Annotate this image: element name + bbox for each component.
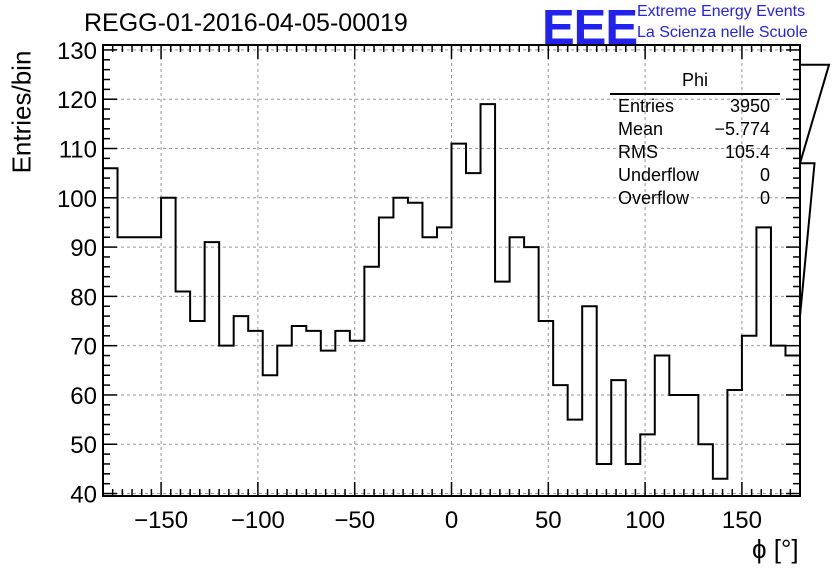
histogram-bin: [785, 356, 800, 496]
x-tick-label: −150: [134, 507, 188, 534]
x-tick-label: 150: [722, 507, 762, 534]
histogram-bin: [452, 144, 467, 496]
y-tick-label: 60: [70, 383, 97, 410]
stats-row-overflow: Overflow 0: [612, 187, 780, 210]
histogram-bin: [524, 247, 539, 496]
histogram-bin: [132, 237, 147, 496]
histogram-bin: [655, 356, 670, 496]
histogram-bin: [495, 282, 510, 496]
histogram-bin: [335, 331, 350, 496]
histogram-bin: [568, 420, 583, 496]
histogram-bin: [176, 291, 191, 496]
y-tick-label: 50: [70, 432, 97, 459]
stats-label: Mean: [618, 119, 664, 139]
x-tick-label: −50: [334, 507, 375, 534]
x-axis-label: ϕ [°]: [752, 534, 799, 564]
histogram-bin: [321, 351, 336, 496]
histogram-bin: [263, 375, 278, 496]
y-axis-label: Entries/bin: [6, 50, 37, 174]
x-tick-label: 50: [535, 507, 562, 534]
histogram-bin: [582, 306, 597, 496]
stats-value: 0: [759, 188, 770, 208]
histogram-bin: [669, 395, 684, 496]
histogram-bin: [684, 395, 699, 496]
tick-label-layer: −150 −100 −50 0 50 100 150 40 50 60 70 80 90 100 110 12…: [57, 38, 762, 534]
y-tick-label: 130: [57, 38, 97, 65]
histogram-bin: [205, 242, 220, 496]
histogram-bin: [118, 237, 133, 496]
histogram-bin: [727, 390, 742, 496]
histogram-bin: [190, 321, 205, 496]
histogram-bin: [292, 326, 307, 496]
histogram-bin: [161, 198, 176, 496]
histogram-bin: [219, 346, 234, 496]
histogram-bin: [437, 227, 452, 496]
stats-value: −5.774: [714, 119, 770, 139]
histogram-bin: [756, 227, 771, 496]
histogram-bin: [698, 444, 713, 496]
org-name-line2: La Scienza nelle Scuole: [637, 24, 808, 41]
histogram-bin: [408, 203, 423, 496]
y-tick-label: 90: [70, 235, 97, 262]
x-tick-label: −100: [231, 507, 285, 534]
histogram-bin: [481, 104, 496, 496]
histogram-bin: [466, 173, 481, 496]
histogram-bin: [248, 331, 263, 496]
stats-label: Entries: [618, 96, 675, 116]
y-tick-label: 80: [70, 284, 97, 311]
histogram-bin: [742, 336, 757, 496]
stats-row-entries: Entries 3950: [612, 95, 780, 118]
stats-value: 105.4: [724, 142, 770, 162]
histogram-bin: [277, 346, 292, 496]
histogram-bin: [553, 385, 568, 496]
histogram-bin: [626, 464, 641, 496]
histogram-bin: [364, 267, 379, 496]
stats-row-underflow: Underflow 0: [612, 164, 780, 187]
histogram-bin: [393, 198, 408, 496]
stats-label: Overflow: [618, 188, 690, 208]
org-name-line1: Extreme Energy Events: [637, 3, 806, 20]
eee-logo: EEE: [542, 1, 638, 55]
histogram-bin: [713, 479, 728, 496]
stats-row-rms: RMS 105.4: [612, 141, 780, 164]
stats-row-mean: Mean −5.774: [612, 118, 780, 141]
histogram-bin: [350, 341, 365, 496]
histogram-bin: [597, 464, 612, 496]
histogram-bin: [147, 237, 162, 496]
y-tick-label: 70: [70, 334, 97, 361]
histogram-bin: [771, 346, 786, 496]
y-tick-label: 100: [57, 186, 97, 213]
histogram-bin: [422, 237, 437, 496]
stats-value: 3950: [729, 96, 770, 116]
histogram-layer: [103, 63, 831, 496]
stats-title: Phi: [610, 70, 780, 95]
histogram-bin: [234, 316, 249, 496]
tick-layer: [103, 45, 800, 496]
histogram-bin: [510, 237, 525, 496]
stats-box: Phi Entries 3950 Mean −5.774 RMS 105.4 U…: [610, 70, 780, 210]
x-tick-label: 0: [445, 507, 458, 534]
histogram-bin: [379, 218, 394, 496]
stats-label: Underflow: [618, 165, 700, 185]
histogram-bin: [306, 331, 321, 496]
y-tick-label: 110: [59, 137, 97, 164]
histogram-bin: [611, 380, 626, 496]
x-tick-label: 100: [625, 507, 665, 534]
histogram-bin: [640, 434, 655, 496]
y-tick-label: 120: [57, 87, 97, 114]
y-tick-label: 40: [70, 482, 97, 509]
histogram-outline: [103, 63, 831, 480]
run-title: REGG-01-2016-04-05-00019: [84, 9, 408, 37]
stats-value: 0: [759, 165, 770, 185]
stats-label: RMS: [618, 142, 658, 162]
histogram-bin: [539, 321, 554, 496]
